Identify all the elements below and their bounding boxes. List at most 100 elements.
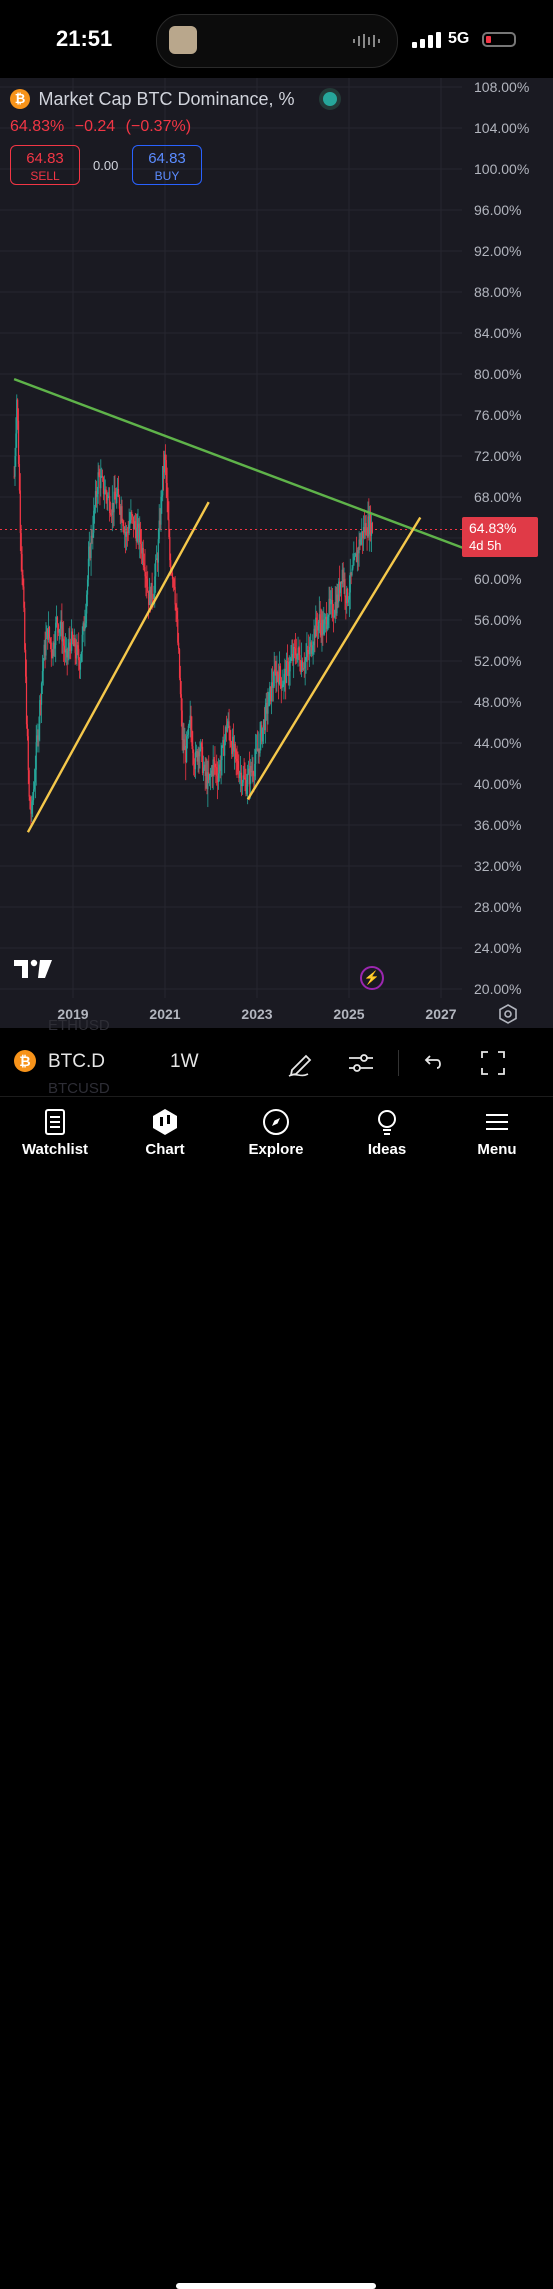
candle-body <box>212 759 214 777</box>
candle-body <box>353 557 355 566</box>
candle-body <box>19 490 21 534</box>
candle-body <box>332 616 335 618</box>
candle-body <box>20 533 22 554</box>
candle-body <box>214 760 216 768</box>
battery-icon <box>482 32 516 47</box>
bitcoin-icon: ₿ <box>10 89 30 109</box>
candle-body <box>247 768 250 774</box>
candle-body <box>140 529 142 545</box>
y-tick-label: 36.00% <box>474 817 521 833</box>
candle-body <box>306 649 308 658</box>
candle-body <box>97 472 99 495</box>
candle-body <box>92 532 94 539</box>
candle-body <box>228 721 230 731</box>
candle-body <box>262 719 265 728</box>
candle-body <box>169 537 171 561</box>
x-tick-label: 2023 <box>241 1006 272 1022</box>
candle-body <box>291 653 293 659</box>
nav-ideas[interactable]: Ideas <box>342 1107 432 1158</box>
chart-pane[interactable] <box>0 78 553 1028</box>
candle-body <box>252 771 254 776</box>
candle-body <box>318 614 320 622</box>
chart-settings-icon[interactable] <box>498 1004 518 1024</box>
nav-menu[interactable]: Menu <box>452 1107 542 1158</box>
candle-body <box>160 496 162 525</box>
candle-body <box>339 581 341 593</box>
candle-body <box>324 616 327 620</box>
candle-body <box>209 774 212 775</box>
candle-body <box>164 454 166 461</box>
sell-button[interactable]: 64.83 SELL <box>10 145 80 185</box>
candle-body <box>167 498 169 520</box>
candle-body <box>132 516 135 530</box>
candle-body <box>246 786 248 794</box>
fullscreen-icon[interactable] <box>478 1048 508 1078</box>
dynamic-island[interactable] <box>156 14 398 68</box>
candle-body <box>93 510 95 533</box>
candle-body <box>27 736 29 771</box>
interval-selector[interactable]: 1W <box>170 1051 199 1072</box>
candle-body <box>44 644 46 656</box>
y-tick-label: 52.00% <box>474 653 521 669</box>
buy-button[interactable]: 64.83 BUY <box>132 145 202 185</box>
candle-body <box>194 751 197 770</box>
candle-body <box>307 649 309 653</box>
candle-body <box>218 764 220 774</box>
lightning-icon[interactable]: ⚡ <box>360 966 384 990</box>
candle-body <box>311 650 313 654</box>
candle-body <box>255 748 258 750</box>
candle-body <box>137 523 139 528</box>
y-tick-label: 72.00% <box>474 448 521 464</box>
candle-body <box>255 749 257 764</box>
candle-body <box>156 558 159 563</box>
candle-body <box>110 514 113 516</box>
candle-body <box>270 682 273 702</box>
indicators-icon[interactable] <box>346 1048 376 1078</box>
undo-icon[interactable] <box>418 1048 448 1078</box>
y-tick-label: 44.00% <box>474 735 521 751</box>
candle-body <box>331 599 333 601</box>
candle-body <box>24 607 26 650</box>
candle-body <box>254 763 256 777</box>
candle-body <box>339 581 342 593</box>
status-time: 21:51 <box>56 26 113 51</box>
symbol-selector[interactable]: BTC.D <box>48 1051 105 1072</box>
candle-body <box>371 522 373 533</box>
candle-body <box>116 494 118 504</box>
candle-body <box>210 770 212 775</box>
candle-body <box>201 743 203 747</box>
y-tick-label: 20.00% <box>474 981 521 997</box>
nav-label: Menu <box>477 1141 517 1158</box>
candle-body <box>78 660 81 670</box>
nav-watchlist[interactable]: Watchlist <box>10 1107 100 1158</box>
ghost-symbol: BTCUSD <box>48 1080 110 1097</box>
symbol-header[interactable]: ₿ Market Cap BTC Dominance, % <box>10 88 341 110</box>
candle-body <box>185 745 187 763</box>
buy-label: BUY <box>154 169 180 183</box>
candle-body <box>26 724 28 737</box>
candle-body <box>250 765 252 773</box>
candle-body <box>293 646 296 649</box>
candle-body <box>115 499 117 504</box>
candle-body <box>285 661 288 683</box>
drawing-pen-icon[interactable] <box>286 1048 316 1078</box>
nav-explore[interactable]: Explore <box>231 1107 321 1158</box>
candle-body <box>161 495 163 497</box>
candle-body <box>284 668 286 674</box>
candle-body <box>121 506 123 522</box>
candle-body <box>203 764 205 768</box>
nav-chart[interactable]: Chart <box>120 1107 210 1158</box>
candle-body <box>220 760 222 771</box>
candle-body <box>45 638 47 656</box>
candle-body <box>179 677 182 695</box>
hamburger-icon <box>486 1114 508 1130</box>
candle-body <box>130 512 132 520</box>
candle-body <box>264 705 266 731</box>
price-chart[interactable]: 108.00% 104.00% 100.00% 96.00% 92.00% 88.00% 8… <box>0 78 553 1028</box>
candle-body <box>108 496 110 498</box>
candle-body <box>222 739 224 746</box>
candle-body <box>233 743 235 752</box>
candle-body <box>172 578 174 580</box>
candle-body <box>119 508 121 515</box>
candle-body <box>81 634 83 652</box>
